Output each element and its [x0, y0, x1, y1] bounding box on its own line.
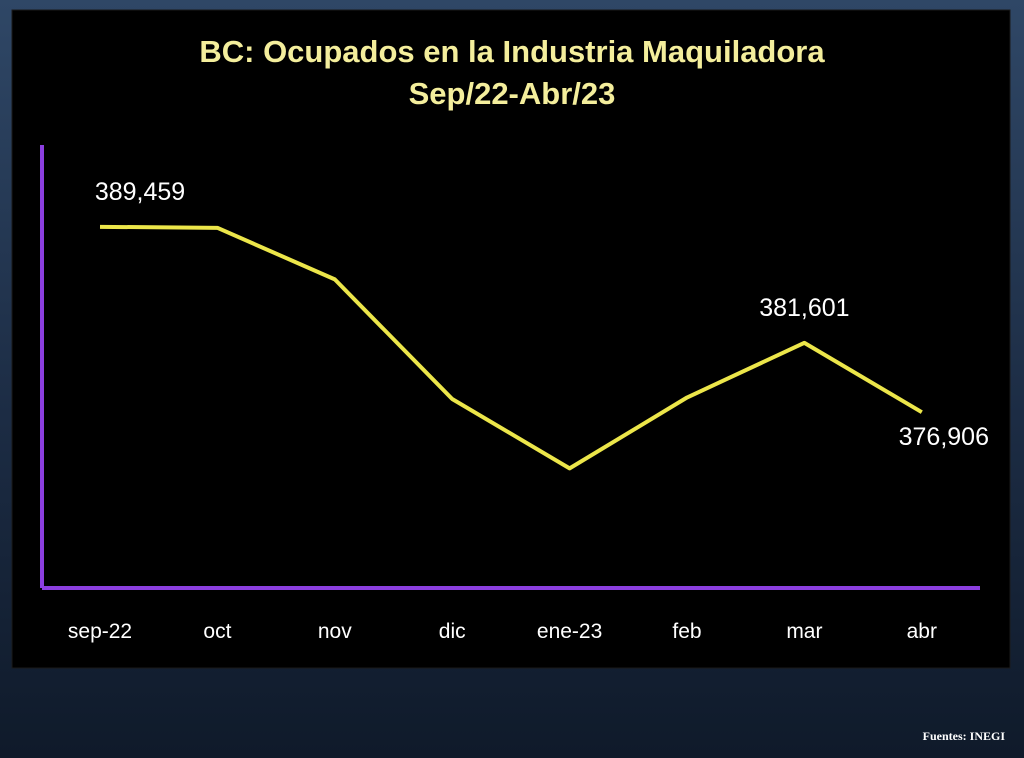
line	[99, 224, 923, 471]
chart-title: BC: Ocupados en la Industria Maquiladora	[199, 34, 825, 69]
data-label: 376,906	[899, 423, 989, 451]
x-tick-label: dic	[439, 620, 466, 643]
x-tick-label: nov	[318, 620, 352, 643]
x-tick-label: abr	[907, 620, 937, 643]
x-tick-label: feb	[672, 620, 701, 643]
data-label: 381,601	[759, 294, 849, 322]
x-tick-label: sep-22	[68, 620, 132, 643]
chart-subtitle: Sep/22-Abr/23	[409, 76, 616, 111]
data-label: 389,459	[95, 178, 185, 206]
chart-panel	[11, 9, 1011, 669]
x-tick-label: ene-23	[537, 620, 602, 643]
source-note: Fuentes: INEGI	[923, 729, 1006, 743]
x-tick-label: mar	[786, 620, 822, 643]
x-tick-label: oct	[203, 620, 231, 643]
